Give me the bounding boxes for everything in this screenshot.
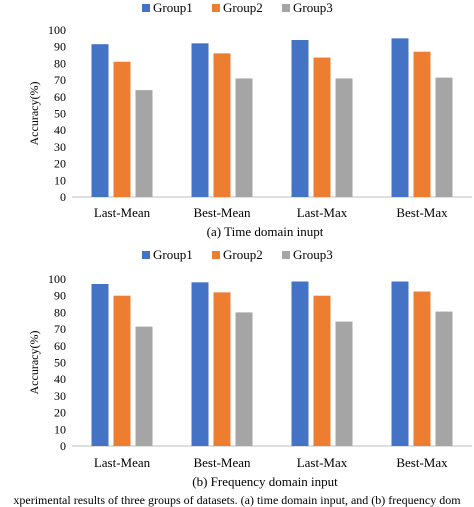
bar-group3-best-mean bbox=[235, 78, 253, 197]
chart-subtitle: (b) Frequency domain input bbox=[192, 474, 338, 489]
y-tick-label: 0 bbox=[60, 439, 66, 453]
y-tick-label: 100 bbox=[48, 272, 66, 286]
bar-group3-best-max bbox=[435, 311, 453, 446]
legend-swatch-group3 bbox=[282, 251, 290, 259]
y-tick-label: 70 bbox=[54, 322, 66, 336]
bar-group1-best-mean bbox=[191, 282, 209, 446]
y-tick-label: 80 bbox=[54, 305, 66, 319]
y-tick-label: 40 bbox=[54, 123, 66, 137]
x-category-label: Last-Max bbox=[297, 205, 348, 220]
chart-a-time-domain: 0 10 20 30 40 50 60 70 80 90 100 Accuracy(%) Last-Me… bbox=[27, 0, 472, 239]
legend-swatch-group2 bbox=[212, 251, 220, 259]
y-tick-label: 20 bbox=[54, 157, 66, 171]
chart-b-frequency-domain: 0 10 20 30 40 50 60 70 80 90 100 Accuracy(%) Last-Me… bbox=[27, 247, 472, 489]
bar-group1-last-mean bbox=[91, 284, 109, 446]
bar-group3-last-max bbox=[335, 321, 353, 446]
bar-group2-best-max bbox=[413, 291, 431, 446]
bar-group3-last-mean bbox=[135, 326, 153, 446]
y-tick-label: 50 bbox=[54, 356, 66, 370]
y-tick-label: 70 bbox=[54, 73, 66, 87]
legend-swatch-group3 bbox=[282, 4, 290, 12]
y-tick-label: 100 bbox=[48, 23, 66, 37]
y-tick-label: 30 bbox=[54, 140, 66, 154]
x-category-label: Best-Max bbox=[396, 455, 448, 470]
chart-subtitle: (a) Time domain inupt bbox=[207, 224, 324, 239]
bar-group1-last-max bbox=[291, 40, 309, 197]
bar-group1-best-mean bbox=[191, 43, 209, 197]
y-tick-label: 60 bbox=[54, 339, 66, 353]
y-tick-label: 0 bbox=[60, 190, 66, 204]
legend-swatch-group1 bbox=[142, 4, 150, 12]
y-axis-title: Accuracy(%) bbox=[27, 331, 41, 395]
y-axis-title: Accuracy(%) bbox=[27, 82, 41, 146]
bar-group1-last-max bbox=[291, 281, 309, 446]
legend-label-group3: Group3 bbox=[293, 0, 333, 15]
legend-label-group1: Group1 bbox=[153, 0, 193, 15]
bar-group2-best-max bbox=[413, 51, 431, 198]
y-tick-label: 50 bbox=[54, 107, 66, 121]
legend-label-group3: Group3 bbox=[293, 247, 333, 262]
y-tick-label: 30 bbox=[54, 389, 66, 403]
bar-group2-last-max bbox=[313, 295, 331, 446]
y-tick-label: 90 bbox=[54, 289, 66, 303]
legend-swatch-group1 bbox=[142, 251, 150, 259]
figure-canvas: 0102030405060708090100Accuracy(%)Last-Me… bbox=[27, 0, 472, 489]
bar-group2-last-max bbox=[313, 57, 331, 198]
bar-group1-best-max bbox=[391, 281, 409, 446]
x-category-label: Last-Mean bbox=[94, 205, 151, 220]
y-tick-label: 10 bbox=[54, 422, 66, 436]
x-category-label: Best-Mean bbox=[193, 455, 251, 470]
bar-group3-last-mean bbox=[135, 90, 153, 197]
bar-group3-last-max bbox=[335, 78, 353, 197]
y-tick-label: 80 bbox=[54, 56, 66, 70]
bar-group3-best-max bbox=[435, 77, 453, 197]
x-category-label: Best-Mean bbox=[193, 205, 251, 220]
bar-group3-best-mean bbox=[235, 312, 253, 446]
legend-label-group2: Group2 bbox=[223, 247, 263, 262]
y-tick-label: 60 bbox=[54, 90, 66, 104]
legend-label-group2: Group2 bbox=[223, 0, 263, 15]
legend-label-group1: Group1 bbox=[153, 247, 193, 262]
figure-caption: xperimental results of three groups of d… bbox=[13, 494, 461, 507]
bar-group2-best-mean bbox=[213, 292, 231, 446]
y-tick-label: 20 bbox=[54, 406, 66, 420]
y-tick-label: 40 bbox=[54, 372, 66, 386]
bar-group2-last-mean bbox=[113, 61, 131, 198]
bar-group2-best-mean bbox=[213, 53, 231, 197]
bar-group2-last-mean bbox=[113, 295, 131, 446]
legend-swatch-group2 bbox=[212, 4, 220, 12]
y-tick-label: 90 bbox=[54, 40, 66, 54]
bar-group1-last-mean bbox=[91, 44, 109, 197]
x-category-label: Best-Max bbox=[396, 205, 448, 220]
y-tick-label: 10 bbox=[54, 173, 66, 187]
bar-group1-best-max bbox=[391, 38, 409, 197]
x-category-label: Last-Mean bbox=[94, 455, 151, 470]
x-category-label: Last-Max bbox=[297, 455, 348, 470]
